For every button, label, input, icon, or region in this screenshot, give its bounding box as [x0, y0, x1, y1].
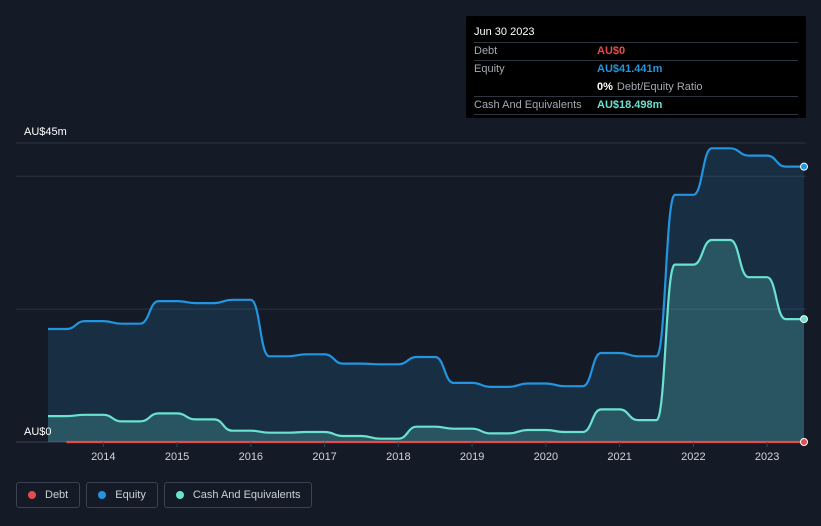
- x-tick-label: 2021: [607, 451, 631, 463]
- legend-equity-label: Equity: [115, 489, 146, 501]
- x-tick-label: 2020: [534, 451, 558, 463]
- legend-item-debt[interactable]: Debt: [16, 482, 81, 508]
- area-layer: [48, 148, 804, 443]
- tooltip-ratio-value: 0%: [597, 81, 613, 93]
- x-tick-label: 2019: [460, 451, 484, 463]
- y-axis-bottom-label: AU$0: [24, 426, 52, 438]
- x-tick-label: 2014: [91, 451, 115, 463]
- cash-and-equivalents-end-marker: [800, 315, 808, 324]
- debt-end-marker: [800, 438, 808, 446]
- tooltip-equity-value: AU$41.441m: [597, 63, 663, 75]
- tooltip-ratio-row: 0% Debt/Equity Ratio: [474, 78, 798, 96]
- equity-line: [48, 147, 804, 388]
- x-tick-label: 2023: [755, 451, 779, 463]
- tooltip-equity-row: Equity AU$41.441m: [474, 60, 798, 78]
- marker-layer: [800, 162, 808, 446]
- tooltip-ratio-label: Debt/Equity Ratio: [616, 81, 703, 93]
- x-tick-label: 2017: [312, 451, 336, 463]
- legend-cash-label: Cash And Equivalents: [192, 489, 301, 501]
- equity-dot-icon: [98, 491, 107, 499]
- debt-dot-icon: [28, 491, 36, 499]
- y-axis-top-label: AU$45m: [24, 126, 67, 138]
- tooltip-date: Jun 30 2023: [474, 26, 535, 38]
- x-axis-ticks: 2014 2015 2016 2017 2018 2019 2020 2021 2022 2023: [91, 442, 779, 463]
- cash-and-equivalents-line: [48, 238, 804, 440]
- equity-area: [48, 148, 804, 443]
- x-tick-label: 2015: [165, 451, 189, 463]
- x-tick-label: 2018: [386, 451, 410, 463]
- tooltip-cash-row: Cash And Equivalents AU$18.498m: [474, 96, 798, 115]
- tooltip-debt-label: Debt: [474, 45, 498, 57]
- legend-debt-label: Debt: [45, 489, 69, 501]
- tooltip-debt-value: AU$0: [597, 45, 626, 57]
- line-layer: [48, 147, 804, 444]
- cash-dot-icon: [175, 491, 184, 499]
- tooltip-equity-label: Equity: [474, 63, 505, 75]
- tooltip: Jun 30 2023 Debt AU$0 Equity AU$41.441m …: [466, 16, 806, 118]
- tooltip-debt-row: Debt AU$0: [474, 42, 798, 60]
- equity-end-marker: [800, 162, 808, 171]
- x-tick-label: 2022: [681, 451, 705, 463]
- legend-item-equity[interactable]: Equity: [86, 482, 158, 508]
- legend-item-cash[interactable]: Cash And Equivalents: [163, 482, 313, 508]
- x-tick-label: 2016: [239, 451, 263, 463]
- tooltip-cash-label: Cash And Equivalents: [474, 99, 582, 111]
- tooltip-cash-value: AU$18.498m: [597, 99, 663, 111]
- legend: Debt Equity Cash And Equivalents: [16, 482, 313, 508]
